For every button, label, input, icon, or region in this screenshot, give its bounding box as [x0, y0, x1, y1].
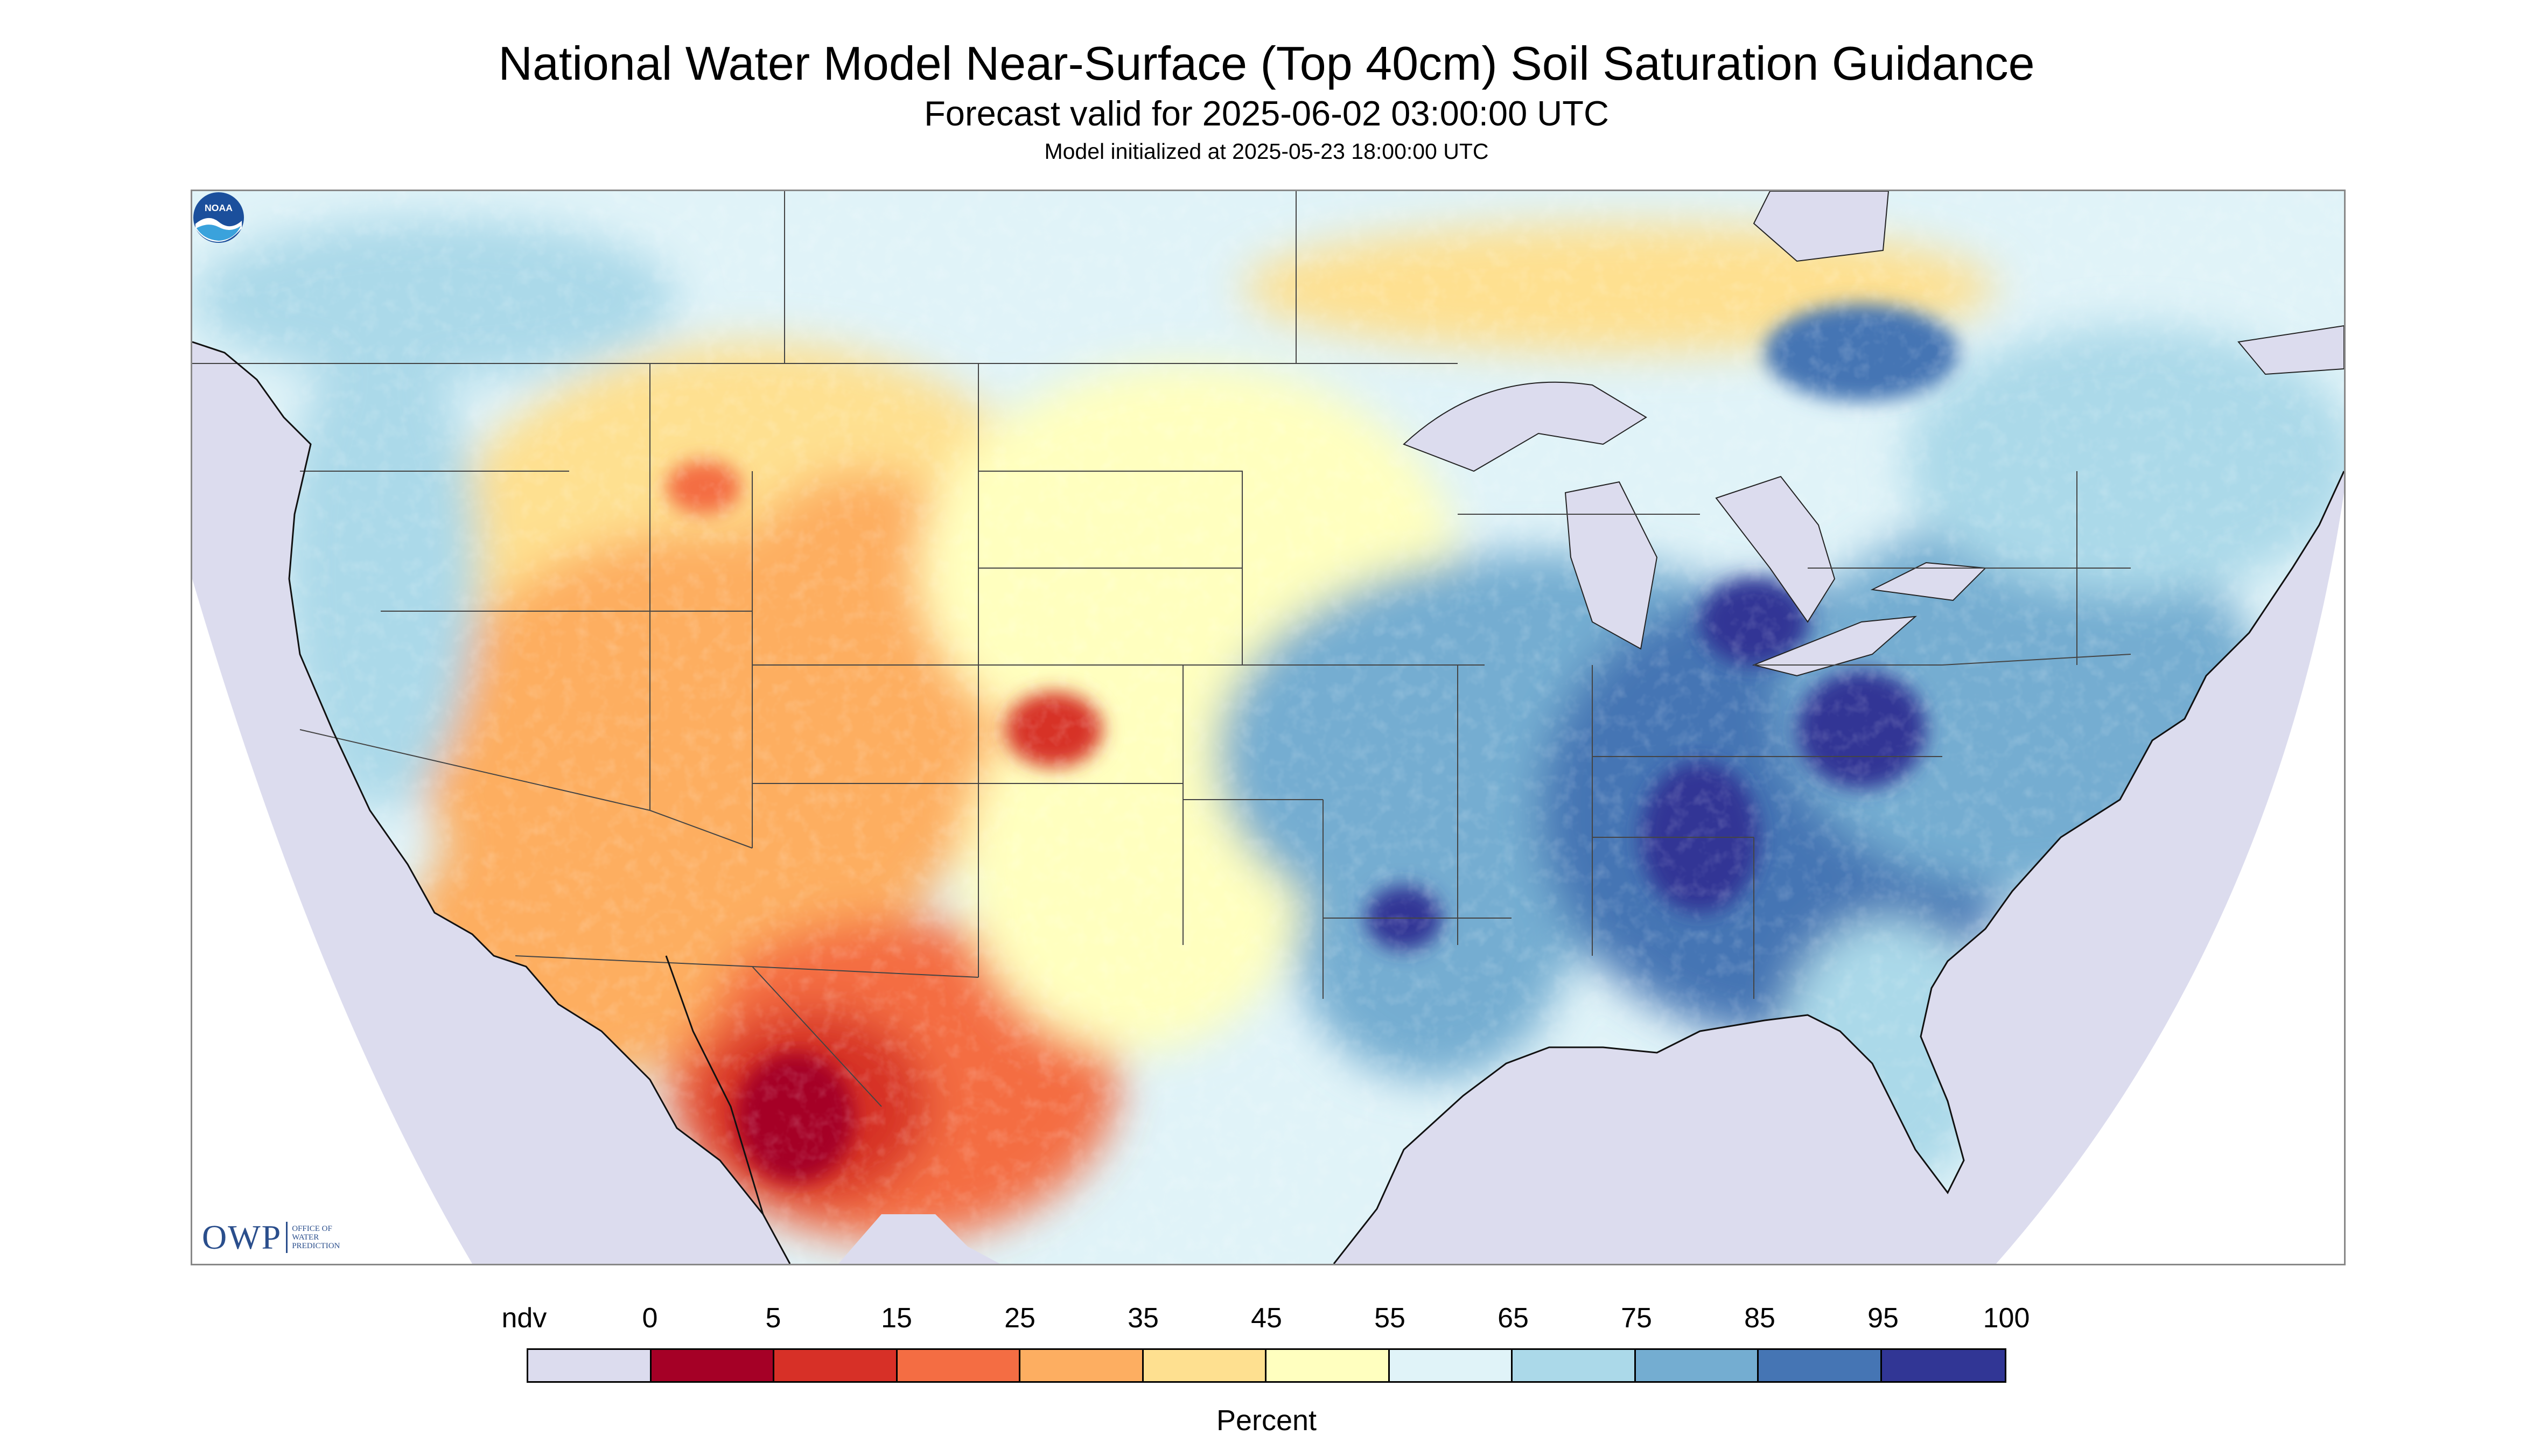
model-init-time: Model initialized at 2025-05-23 18:00:00…	[1044, 139, 1489, 164]
state-boundaries	[192, 191, 2131, 1107]
forecast-valid-time: Forecast valid for 2025-06-02 03:00:00 U…	[924, 94, 1609, 133]
gulf-atlantic-coastline	[1333, 471, 2344, 1264]
legend-units-label: Percent	[1216, 1404, 1317, 1437]
projection-edge-right	[1996, 493, 2344, 1264]
legend-tick-label: 25	[1004, 1303, 1035, 1334]
legend-box-25-35	[1020, 1350, 1144, 1381]
projection-edge-left	[192, 579, 472, 1264]
legend-box-0-5	[651, 1350, 774, 1381]
legend-box-65-75	[1513, 1350, 1636, 1381]
owp-logo: OWP OFFICE OF WATER PREDICTION	[202, 1217, 356, 1257]
legend-tick-label: 15	[881, 1303, 912, 1334]
legend-box-ndv	[528, 1350, 652, 1381]
legend-tick-label: 75	[1621, 1303, 1652, 1334]
pacific-coastline	[192, 341, 791, 1264]
legend-colorbar	[527, 1348, 2006, 1383]
legend-box-5-15	[774, 1350, 898, 1381]
legend-tick-label: 55	[1374, 1303, 1405, 1334]
legend-tick-label: 95	[1867, 1303, 1899, 1334]
legend-box-75-85	[1635, 1350, 1759, 1381]
legend-tick-label: 5	[765, 1303, 781, 1334]
legend-tick-label: 35	[1128, 1303, 1159, 1334]
legend-tick-label: 0	[642, 1303, 658, 1334]
noaa-logo-text: NOAA	[205, 202, 233, 213]
legend-box-35-45	[1143, 1350, 1266, 1381]
baja-coastline	[665, 955, 764, 1215]
owp-logo-mark: OWP	[202, 1218, 282, 1256]
legend-tick-label: 85	[1744, 1303, 1775, 1334]
owp-logo-name: OFFICE OF WATER PREDICTION	[292, 1224, 340, 1250]
map-canvas	[192, 191, 2344, 1264]
legend-box-95-100	[1881, 1350, 2005, 1381]
legend-tick-label: 100	[1983, 1303, 2030, 1334]
legend-ndv-label: ndv	[501, 1303, 547, 1334]
legend-box-15-25	[897, 1350, 1020, 1381]
legend-tick-label: 45	[1251, 1303, 1282, 1334]
lakes	[1403, 191, 2344, 677]
noaa-logo-icon: NOAA	[193, 192, 244, 243]
legend-box-55-65	[1389, 1350, 1513, 1381]
legend-box-45-55	[1266, 1350, 1390, 1381]
owp-logo-divider	[286, 1222, 288, 1253]
legend-tick-label: 65	[1498, 1303, 1529, 1334]
soil-saturation-map: OWP OFFICE OF WATER PREDICTION NOAA	[191, 190, 2346, 1265]
legend-box-85-95	[1759, 1350, 1882, 1381]
map-title: National Water Model Near-Surface (Top 4…	[498, 37, 2035, 90]
